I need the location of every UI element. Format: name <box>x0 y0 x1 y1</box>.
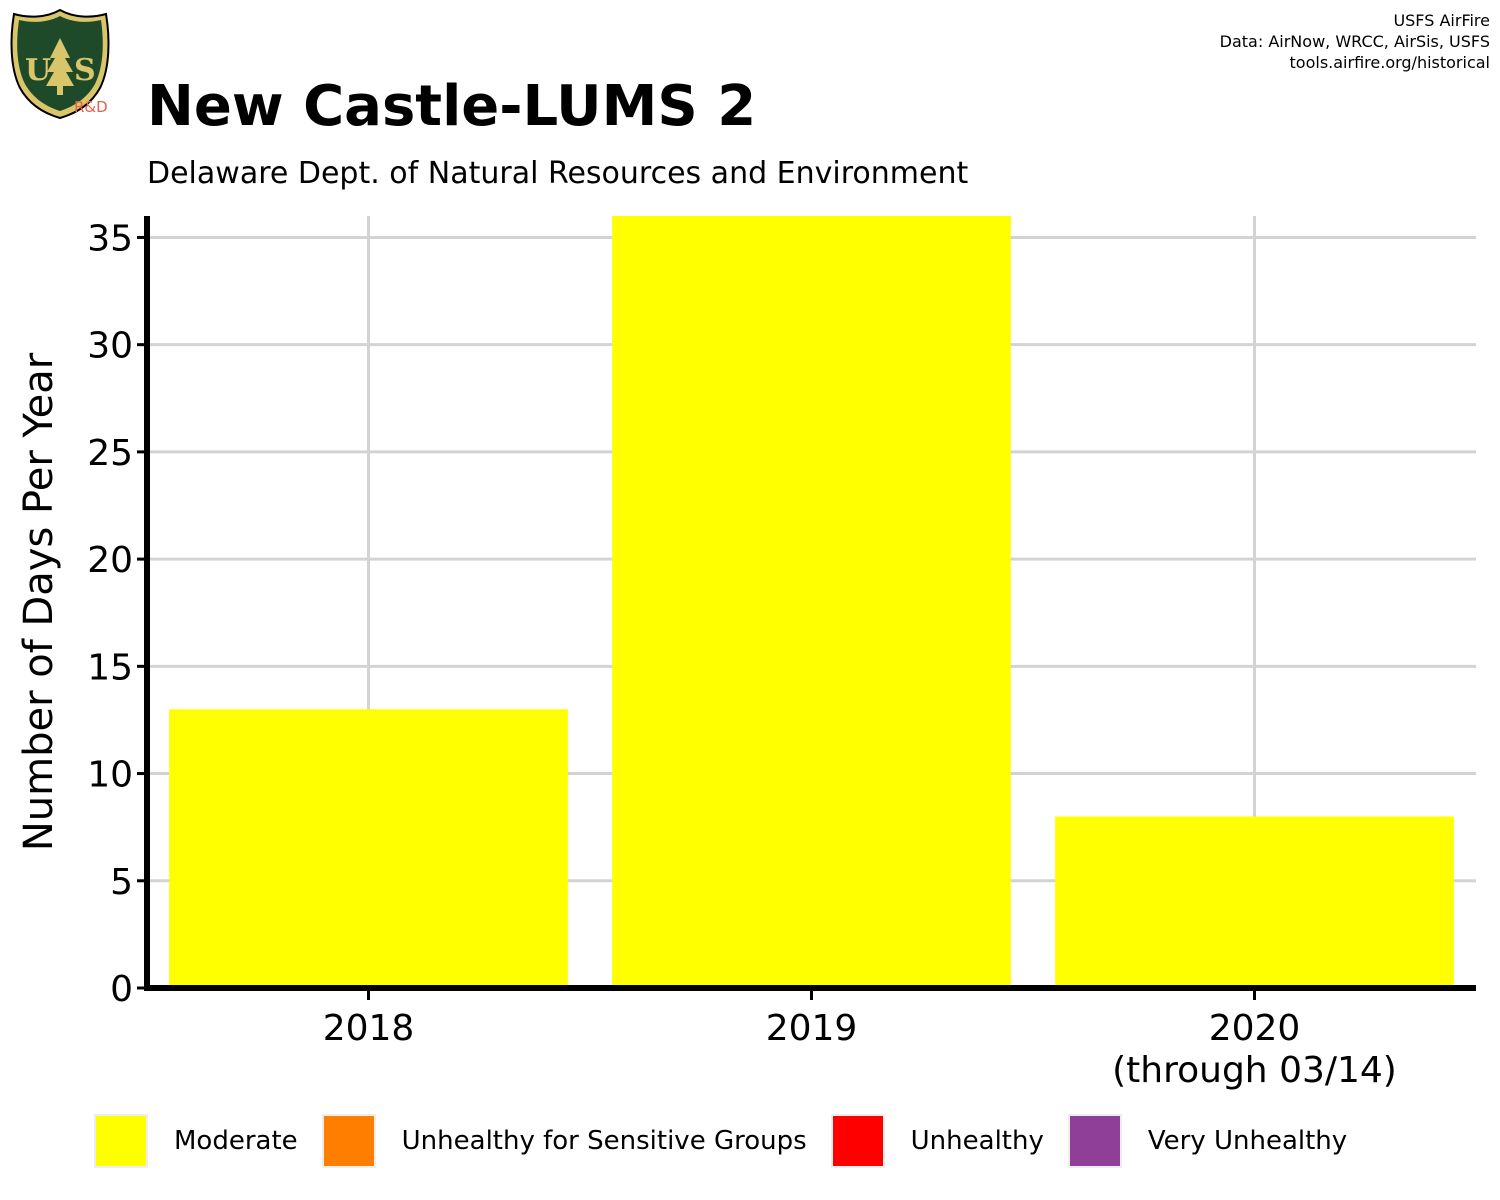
chart-subtitle: Delaware Dept. of Natural Resources and … <box>147 156 969 191</box>
y-tick-label: 5 <box>110 862 133 903</box>
legend-label: Moderate <box>174 1126 298 1156</box>
y-tick-label: 10 <box>87 755 133 796</box>
legend-label: Unhealthy for Sensitive Groups <box>401 1126 807 1156</box>
legend-item: Unhealthy for Sensitive Groups <box>321 1114 807 1168</box>
credits-data: Data: AirNow, WRCC, AirSis, USFS <box>1219 32 1490 51</box>
y-tick-label: 15 <box>87 647 133 688</box>
legend-label: Very Unhealthy <box>1147 1126 1348 1156</box>
bar-2020 <box>1055 816 1454 988</box>
legend: Moderate Unhealthy for Sensitive Groups Un… <box>94 1112 1371 1170</box>
x-tick-label: 2020 <box>1209 1008 1301 1049</box>
legend-label: Unhealthy <box>910 1126 1044 1156</box>
x-tick-label: 2018 <box>323 1008 415 1049</box>
legend-swatch <box>830 1114 885 1168</box>
chart-title: New Castle-LUMS 2 <box>147 74 757 139</box>
legend-swatch <box>94 1114 148 1168</box>
y-axis-title: Number of Days Per Year <box>16 352 62 851</box>
y-tick-label: 0 <box>110 969 133 1010</box>
y-tick-label: 25 <box>87 433 133 474</box>
svg-text:U: U <box>25 53 51 88</box>
y-tick-label: 30 <box>87 326 133 367</box>
rd-label: R&D <box>74 98 108 116</box>
credits-url: tools.airfire.org/historical <box>1289 53 1490 72</box>
legend-item: Unhealthy <box>830 1114 1044 1168</box>
x-tick-label: 2019 <box>766 1008 858 1049</box>
legend-item: Very Unhealthy <box>1067 1114 1348 1168</box>
legend-swatch <box>1067 1114 1122 1168</box>
usfs-shield-logo-icon: U S <box>10 8 110 120</box>
bar-2019 <box>612 216 1011 988</box>
x-tick-sublabel: (through 03/14) <box>1112 1050 1397 1091</box>
y-tick-label: 35 <box>87 218 133 259</box>
svg-text:S: S <box>74 53 96 88</box>
legend-item: Moderate <box>94 1114 298 1168</box>
bar-2018 <box>169 709 568 988</box>
credits: USFS AirFire Data: AirNow, WRCC, AirSis,… <box>1220 10 1490 73</box>
y-tick-label: 20 <box>87 540 133 581</box>
legend-swatch <box>321 1114 376 1168</box>
credits-source: USFS AirFire <box>1393 11 1490 30</box>
